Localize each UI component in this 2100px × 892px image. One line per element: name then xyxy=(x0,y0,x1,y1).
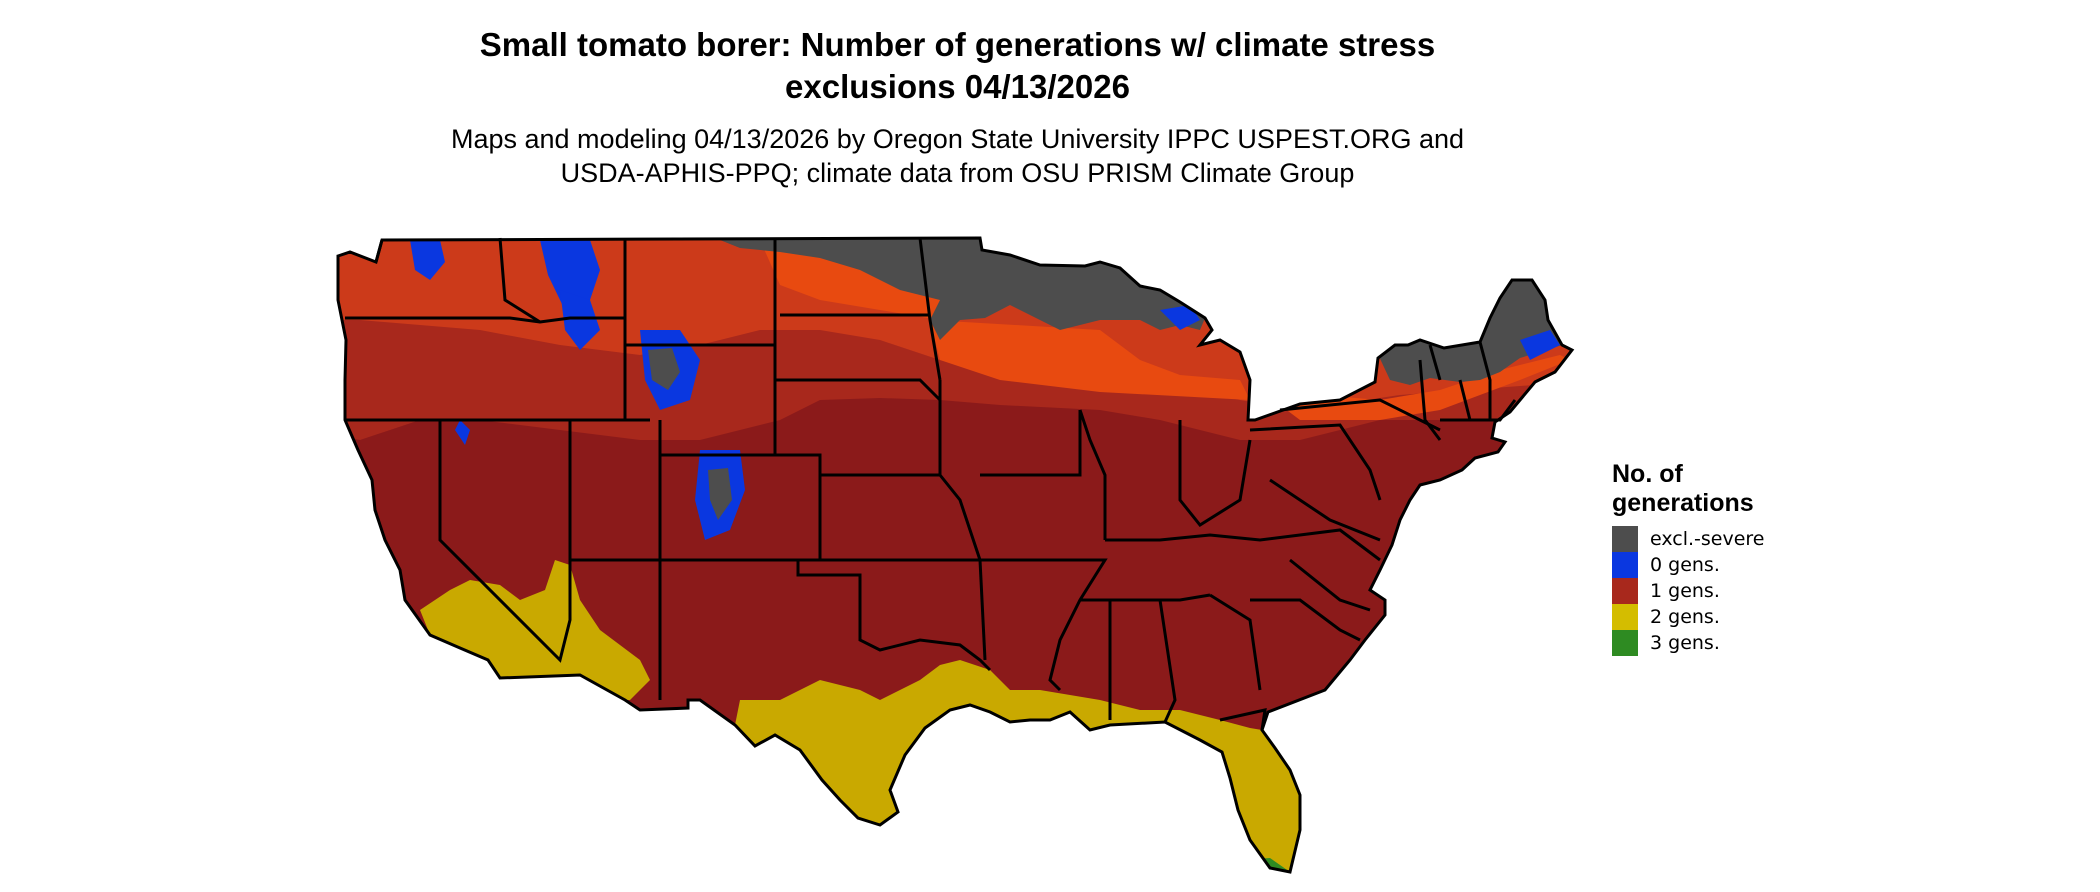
zone-excluded-north xyxy=(715,238,1205,340)
legend-label: 1 gens. xyxy=(1650,580,1720,602)
legend-swatch xyxy=(1612,604,1638,630)
state-borders xyxy=(336,236,1574,874)
legend-label: 0 gens. xyxy=(1650,554,1720,576)
zone-2-gens-southwest xyxy=(420,560,650,700)
legend-swatch xyxy=(1612,578,1638,604)
legend-swatch xyxy=(1612,552,1638,578)
legend-items: excl.-severe 0 gens. 1 gens. 2 gens. 3 g… xyxy=(1612,526,1765,656)
legend-item-3-gens: 3 gens. xyxy=(1612,630,1765,656)
map-subtitle-line-1: Maps and modeling 04/13/2026 by Oregon S… xyxy=(450,124,1465,154)
zone-2-gens-south xyxy=(735,660,1300,872)
legend-label: excl.-severe xyxy=(1650,528,1765,550)
legend-item-0-gens: 0 gens. xyxy=(1612,552,1765,578)
map-title-line-2: exclusions 04/13/2026 xyxy=(785,68,1130,105)
legend-title: No. of generations xyxy=(1612,460,1765,518)
legend: No. of generations excl.-severe 0 gens. … xyxy=(1612,460,1765,656)
legend-item-2-gens: 2 gens. xyxy=(1612,604,1765,630)
map-title-line-1: Small tomato borer: Number of generation… xyxy=(479,26,1436,63)
map-subtitle: Maps and modeling 04/13/2026 by Oregon S… xyxy=(340,122,1575,190)
map-subtitle-line-2: USDA-APHIS-PPQ; climate data from OSU PR… xyxy=(560,158,1355,188)
legend-swatch xyxy=(1612,630,1638,656)
legend-title-line-2: generations xyxy=(1612,489,1754,517)
zone-excluded-northeast xyxy=(1375,280,1562,385)
legend-item-excluded: excl.-severe xyxy=(1612,526,1765,552)
legend-title-line-1: No. of xyxy=(1612,460,1683,488)
zone-excluded-mountains xyxy=(648,348,732,520)
map-title: Small tomato borer: Number of generation… xyxy=(340,24,1575,108)
legend-label: 2 gens. xyxy=(1650,606,1720,628)
legend-item-1-gens: 1 gens. xyxy=(1612,578,1765,604)
legend-swatch xyxy=(1612,526,1638,552)
legend-label: 3 gens. xyxy=(1650,632,1720,654)
generation-zones xyxy=(338,238,1572,872)
